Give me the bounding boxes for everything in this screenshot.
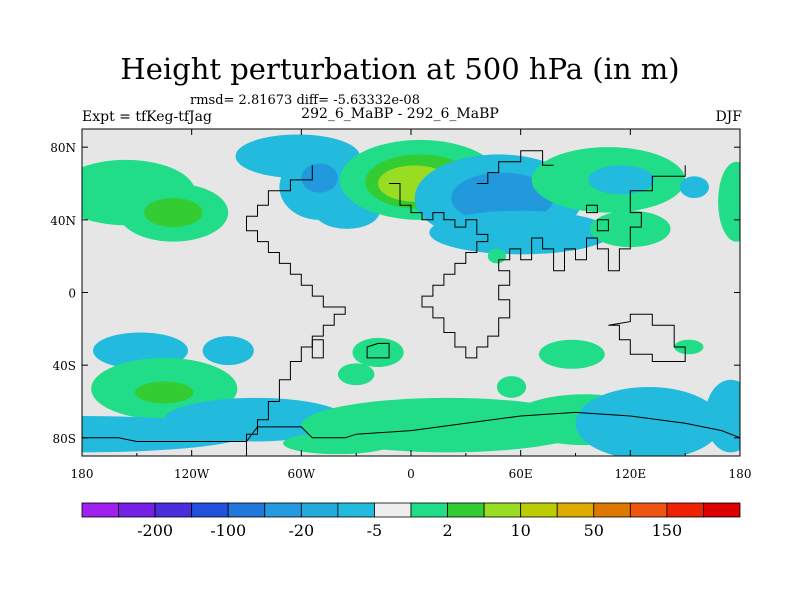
- colorbar-swatch-1: [118, 502, 156, 518]
- y-tick-label-2: 0: [68, 287, 76, 301]
- anomaly-field: [82, 134, 740, 456]
- colorbar-swatch-6: [300, 502, 339, 518]
- x-tick-label-0: 180: [71, 467, 94, 481]
- colorbar-swatch-17: [703, 502, 741, 518]
- colorbar-label-2: -20: [288, 521, 314, 540]
- colorbar-swatch-10: [447, 502, 485, 518]
- anomaly-11: [451, 172, 554, 224]
- colorbar-swatch-3: [191, 502, 229, 518]
- colorbar-label-5: 10: [510, 521, 530, 540]
- coastline-1: [389, 165, 686, 359]
- y-tick-label-1: 40N: [50, 214, 76, 228]
- anomaly-32: [575, 386, 722, 456]
- y-tick-label-3: 40S: [53, 359, 77, 373]
- colorbar-swatch-12: [520, 502, 558, 518]
- anomaly-15: [679, 176, 709, 199]
- anomaly-14: [588, 165, 655, 195]
- coastline-6: [311, 339, 324, 359]
- colorbar-swatch-14: [593, 502, 631, 518]
- y-tick-label-4: 80S: [53, 432, 77, 446]
- axes: 180 120W 60W 0 60E 120E 180 80N 40N 0 40S 80S: [50, 129, 751, 481]
- coastline-0: [246, 165, 346, 456]
- anomaly-12: [429, 210, 613, 255]
- anomaly-17: [718, 161, 740, 242]
- colorbar: -200 -100 -20 -5 2 10 50 150: [81, 502, 741, 540]
- anomaly-20: [202, 336, 254, 366]
- colorbar-label-0: -200: [137, 521, 173, 540]
- anomaly-25: [538, 339, 605, 369]
- case-label: 292_6_MaBP - 292_6_MaBP: [301, 106, 499, 122]
- x-tick-label-1: 120W: [174, 467, 210, 481]
- colorbar-swatch-4: [227, 502, 266, 518]
- stats-line: rmsd= 2.81673 diff= -5.63332e-08: [190, 93, 420, 108]
- anomaly-5: [301, 163, 338, 193]
- coastline-8: [596, 219, 609, 232]
- colorbar-swatch-2: [154, 502, 193, 518]
- colorbar-swatch-8: [374, 502, 412, 518]
- season-label: DJF: [715, 109, 742, 125]
- coastline-3: [608, 313, 686, 362]
- colorbar-swatch-9: [410, 502, 448, 518]
- colorbar-swatch-16: [666, 502, 704, 518]
- colorbar-label-4: 2: [442, 521, 452, 540]
- colorbar-swatch-13: [556, 502, 595, 518]
- colorbar-swatch-7: [337, 502, 375, 518]
- coastline-4: [136, 411, 740, 442]
- anomaly-27: [496, 376, 527, 398]
- colorbar-label-7: 150: [652, 521, 683, 540]
- anomaly-34: [283, 432, 393, 455]
- coastline-7: [366, 342, 390, 359]
- chart-title: Height perturbation at 500 hPa (in m): [120, 52, 680, 86]
- colorbar-swatch-0: [81, 502, 119, 518]
- x-tick-label-3: 0: [407, 467, 415, 481]
- coastline-layer: [82, 150, 740, 456]
- y-tick-label-0: 80N: [50, 141, 76, 155]
- anomaly-33: [705, 379, 740, 453]
- experiment-label: Expt = tfKeg-tfJag: [82, 109, 212, 125]
- coastline-2: [476, 150, 554, 184]
- colorbar-label-6: 50: [584, 521, 604, 540]
- colorbar-swatch-15: [629, 502, 668, 518]
- anomaly-2: [144, 198, 203, 228]
- colorbar-label-3: -5: [367, 521, 383, 540]
- anomaly-22: [135, 381, 194, 404]
- coastline-9: [586, 204, 598, 214]
- colorbar-swatch-11: [483, 502, 522, 518]
- anomaly-18: [487, 248, 507, 264]
- x-tick-label-6: 180: [729, 467, 752, 481]
- anomaly-23: [352, 337, 404, 367]
- anomaly-26: [674, 339, 704, 355]
- colorbar-label-1: -100: [210, 521, 246, 540]
- colorbar-swatch-5: [264, 502, 302, 518]
- anomaly-24: [337, 363, 375, 386]
- x-tick-label-4: 60E: [509, 467, 533, 481]
- coastline-5: [82, 437, 137, 442]
- x-tick-label-2: 60W: [288, 467, 316, 481]
- x-tick-label-5: 120E: [614, 467, 646, 481]
- anomaly-29: [164, 397, 348, 442]
